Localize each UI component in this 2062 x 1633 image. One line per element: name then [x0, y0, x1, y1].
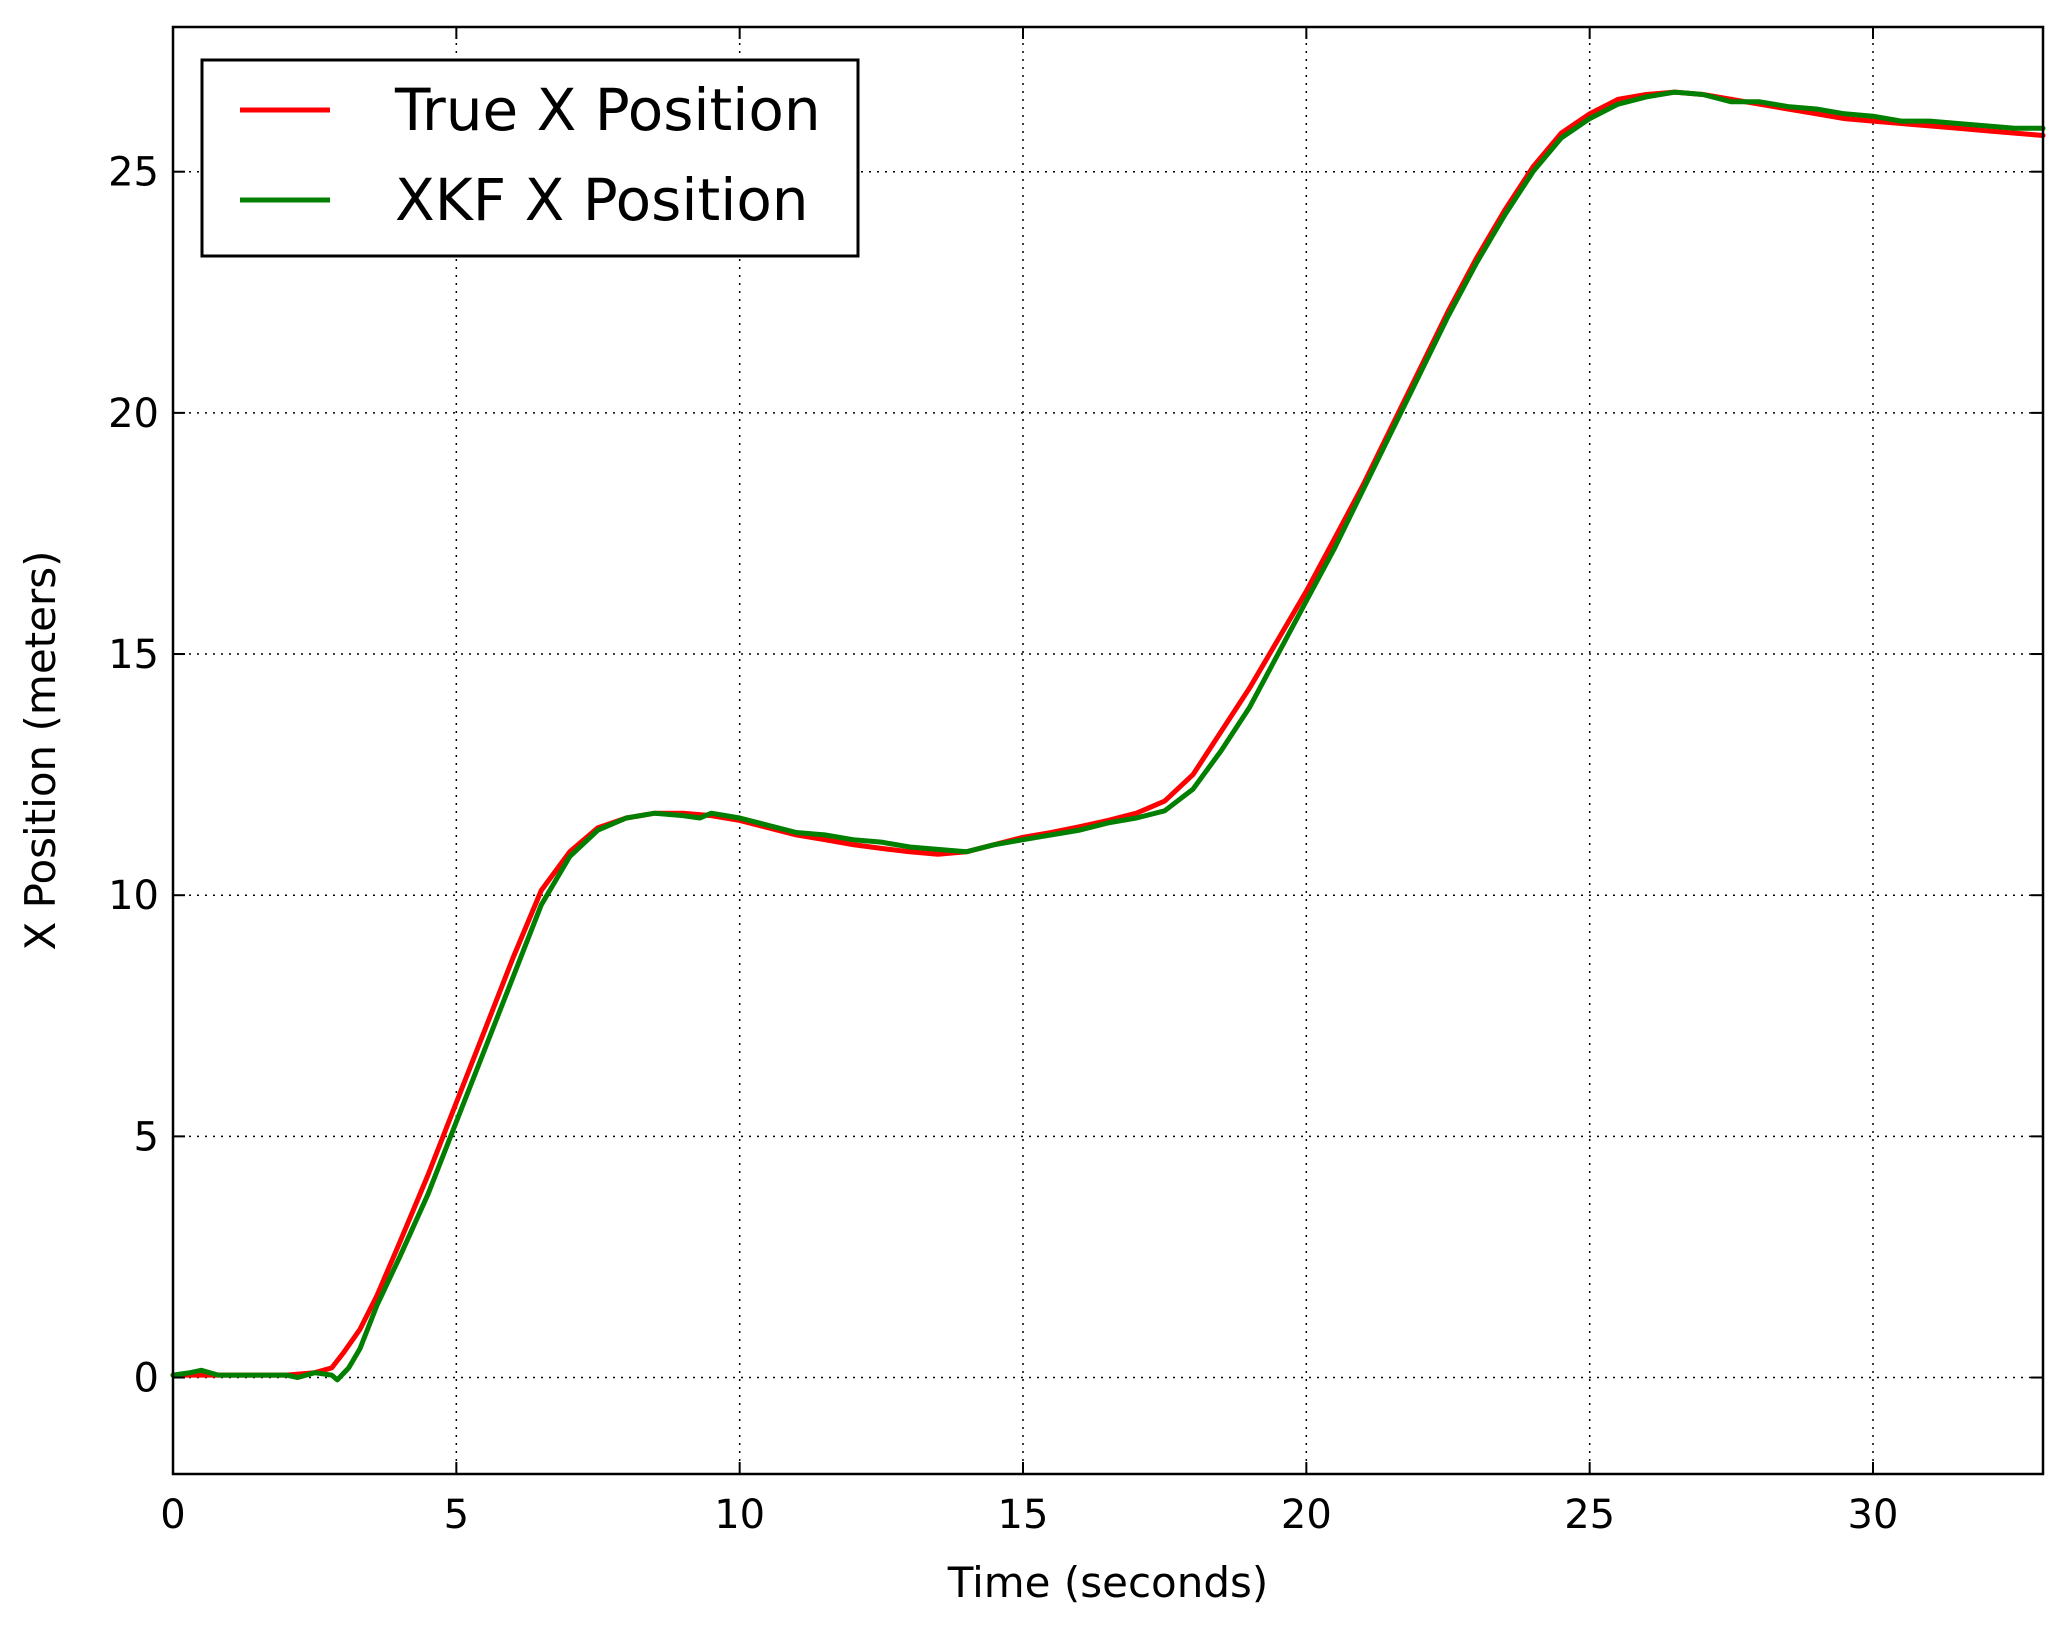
plot-area: [170, 89, 2046, 1383]
y-tick-label: 15: [108, 632, 159, 678]
ticks: 0 5 10 15 20 25 30 0 5 10 15 20 25: [108, 27, 2043, 1538]
y-tick-label: 10: [108, 873, 159, 919]
series-line-1: [170, 89, 2046, 1383]
x-tick-label: 20: [1281, 1492, 1332, 1538]
legend-label-xkf-x-position: XKF X Position: [395, 166, 809, 234]
x-tick-label: 10: [714, 1492, 765, 1538]
x-tick-label: 25: [1564, 1492, 1615, 1538]
x-axis-label: Time (seconds): [947, 1558, 1269, 1607]
x-tick-label: 30: [1848, 1492, 1899, 1538]
x-tick-label: 5: [444, 1492, 469, 1538]
x-tick-label: 0: [160, 1492, 185, 1538]
series-layer: [170, 89, 2046, 1383]
legend-box: [200, 58, 860, 258]
axes-frame: [171, 25, 2045, 1476]
y-tick-label: 25: [108, 150, 159, 196]
y-tick-label: 5: [134, 1114, 159, 1160]
y-axis-label: X Position (meters): [16, 551, 65, 951]
legend: True X Position XKF X Position: [200, 58, 860, 258]
x-tick-label: 15: [998, 1492, 1049, 1538]
y-tick-label: 20: [108, 391, 159, 437]
y-tick-label: 0: [134, 1356, 159, 1402]
legend-label-true-x-position: True X Position: [394, 76, 821, 144]
